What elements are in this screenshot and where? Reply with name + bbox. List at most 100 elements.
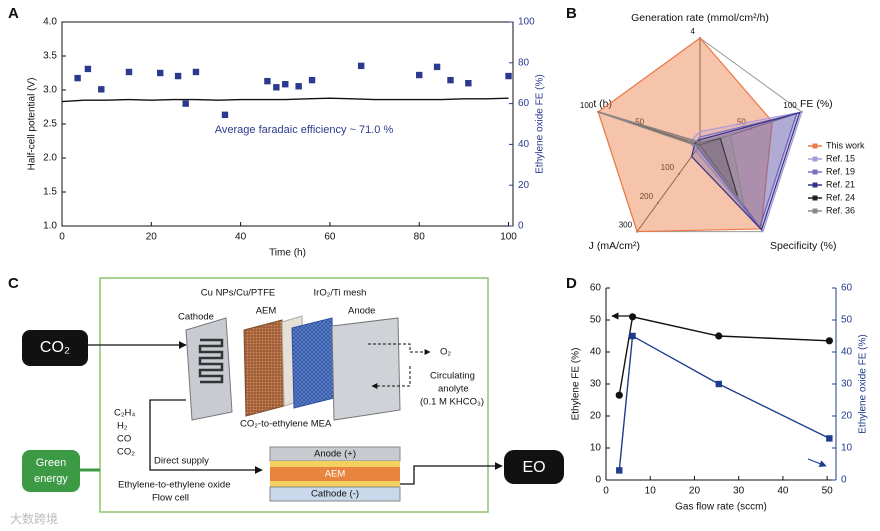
legend-swatch [812,156,818,162]
point [416,71,423,79]
point [628,313,637,321]
label: CO₂-to-ethylene MEA [240,419,332,430]
legend-label: Ref. 21 [826,179,855,189]
label: CO₂ [117,447,135,458]
radar-series [690,111,801,231]
y2-axis-label: Ethylene oxide FE (%) [858,334,869,434]
input-label: CO₂ [40,339,70,356]
x-tick-label: 50 [822,486,834,497]
x-tick-label: 60 [324,232,336,243]
axis-label: Generation rate (mmol/cm²/h) [631,12,769,24]
point [433,63,441,71]
point [221,111,229,119]
legend-swatch [812,169,818,175]
axis-arrow [807,458,827,468]
y-tick-label: 2.5 [43,119,57,130]
point [308,76,316,84]
legend-swatch [812,208,818,214]
y2-tick-label: 100 [518,17,535,28]
y2-tick-label: 40 [518,139,530,150]
point [505,72,512,80]
panel-label: A [8,5,19,22]
series-line [61,97,509,103]
output-label: EO [522,459,545,476]
point [826,435,833,442]
axis-label: t (h) [593,98,612,110]
y2-tick-label: 40 [841,347,853,358]
radar-tick-label: 50 [737,118,746,127]
label: Cathode [178,312,214,323]
point [715,332,723,340]
input-box [22,330,88,366]
x-tick-label: 100 [500,232,517,243]
x-tick-label: 30 [733,486,745,497]
anode-mesh [291,317,335,409]
cathode-layer [243,319,285,417]
y-tick-label: 3.5 [43,51,57,62]
point [825,337,833,345]
radar-tick-label: 50 [635,118,644,127]
y-tick-label: 3.0 [43,85,57,96]
x-tick-label: 10 [645,486,657,497]
y2-tick-label: 80 [518,57,530,68]
x-tick-label: 40 [235,232,247,243]
label: IrO₂/Ti mesh [314,288,367,299]
arrow [371,366,411,389]
y-axis-label: Ethylene FE (%) [571,348,582,421]
radar-tick [749,127,752,130]
label: Anode (+) [314,449,356,460]
arrow [400,462,503,485]
point [74,74,81,82]
radar-series [597,37,773,233]
label: Circulating [430,371,475,382]
legend-label: Ref. 36 [826,205,855,215]
label: H₂ [117,421,128,432]
point [616,467,623,474]
label: O₂ [440,347,451,358]
arrow [368,343,431,355]
legend-swatch [812,143,818,149]
y-tick-label: 20 [590,411,602,422]
watermark: 大数跨境 [10,511,58,526]
point [615,391,623,399]
legend-label: This work [826,140,865,150]
point [629,332,636,340]
legend-label: Ref. 24 [826,192,855,202]
layer [270,481,400,487]
axis-label: FE (%) [800,98,833,110]
point [98,86,105,93]
point [465,80,472,87]
y-tick-label: 1.0 [43,221,57,232]
legend-swatch [812,195,818,201]
point [84,65,92,73]
layer [269,486,401,502]
panel-label: D [566,275,577,292]
y2-tick-label: 30 [841,379,853,390]
radar-tick-label: 300 [619,221,633,230]
y-tick-label: 30 [590,379,602,390]
legend-label: Ref. 15 [826,153,855,163]
radar-tick-label: 4 [691,27,696,36]
x-tick-label: 20 [689,486,701,497]
radar-axis [636,144,701,232]
label: Green [36,457,67,469]
radar-tick [657,201,660,204]
y-tick-label: 50 [590,315,602,326]
y-tick-label: 0 [595,475,601,486]
point [282,81,289,88]
label: C₂H₄ [114,408,135,419]
legend-label: Ref. 19 [826,166,855,176]
y2-tick-label: 60 [518,98,530,109]
label: AEM [325,469,346,480]
point [182,100,189,107]
y-tick-label: 10 [590,443,602,454]
flow-field [198,338,224,384]
series-line [618,334,830,471]
layer [270,467,400,481]
legend-swatch [812,182,818,188]
x-axis-label: Time (h) [269,248,306,259]
x-axis-label: Gas flow rate (sccm) [675,502,767,513]
radar-series [598,111,745,206]
label: Direct supply [154,456,209,467]
y-tick-label: 4.0 [43,17,57,28]
